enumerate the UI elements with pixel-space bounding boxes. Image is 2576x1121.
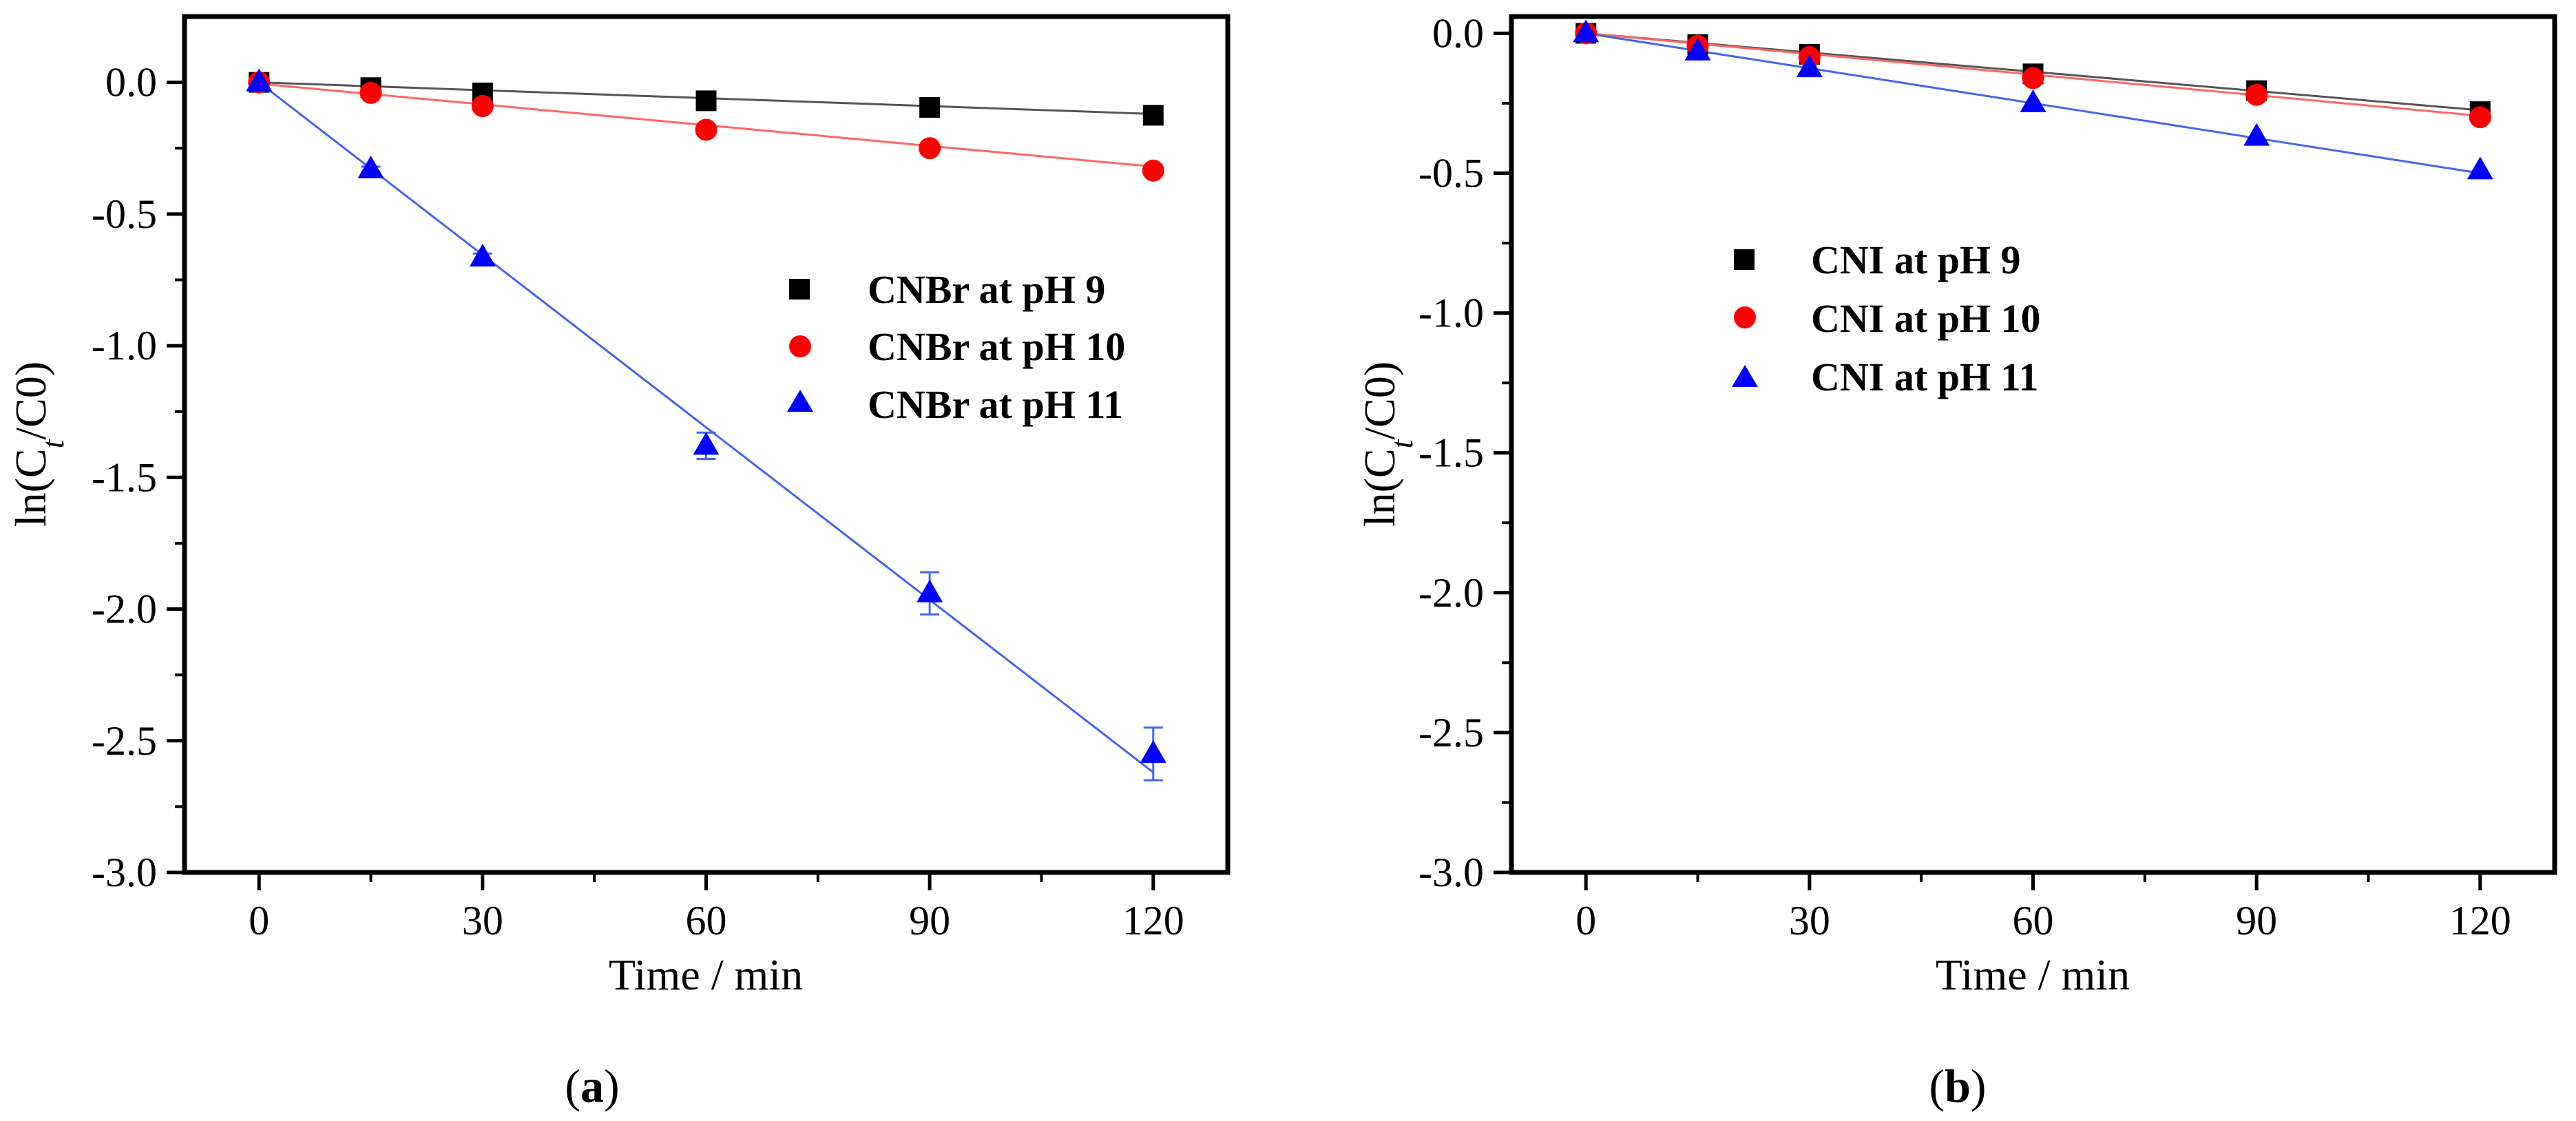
panel-a-point-triangle: [693, 432, 720, 455]
panel-a-y-axis-title-rest: /C0): [6, 362, 55, 440]
panel-a-point-triangle: [357, 155, 384, 178]
panel-b-point-circle: [2022, 67, 2044, 90]
panel-b-y-tick-label: -2.0: [1418, 570, 1484, 616]
panel-a-legend-label-3: CNBr at pH 11: [868, 382, 1123, 427]
panel-a-y-tick-label: -1.0: [92, 323, 157, 368]
panel-a-legend-marker-square: [789, 279, 810, 300]
panel-b-y-axis-title-main: ln(C: [1355, 448, 1404, 527]
panel-a-y-tick-label: -1.5: [92, 454, 157, 500]
panel-b-x-tick-label: 90: [2236, 898, 2277, 943]
panel-a-x-ticks: 0 30 60 90 120: [249, 872, 1184, 943]
panel-a-fit-lines: [258, 81, 1154, 773]
panel-b-point-triangle: [1684, 37, 1711, 61]
panel-a-x-tick-label: 120: [1122, 898, 1184, 943]
panel-b-y-axis-title: ln(Ct/C0): [1355, 362, 1419, 527]
panel-a-x-tick-label: 90: [909, 898, 950, 943]
panel-a-y-axis-title-sub: t: [35, 439, 70, 448]
panel-a-chart: 0 30 60 90 120 0.0 -0.5 -1.0 -1.5 -2.0 -2.5 -3.0 T…: [6, 14, 1231, 1112]
panel-a-point-triangle: [469, 243, 496, 266]
panel-b-y-tick-label: -2.5: [1418, 710, 1484, 755]
panel-b-chart: 0 30 60 90 120 0.0 -0.5 -1.0 -1.5 -2.0 -2.5 -3.0 T…: [1355, 10, 2557, 1112]
panel-b-y-tick-label: -1.5: [1418, 430, 1484, 476]
panel-b-plot-frame: [1509, 14, 2557, 875]
panel-b-y-tick-label: -1.0: [1418, 291, 1484, 336]
panel-a-point-circle: [919, 137, 941, 160]
panel-b-point-triangle: [1796, 54, 1823, 78]
panel-a-legend-marker-triangle: [787, 390, 813, 412]
panel-a-y-ticks: 0.0 -0.5 -1.0 -1.5 -2.0 -2.5 -3.0: [92, 60, 185, 895]
panel-b-x-tick-label: 30: [1789, 898, 1830, 943]
panel-b-point-triangle: [1573, 19, 1600, 43]
panel-a-point-circle: [695, 118, 718, 141]
panel-b-point-circle: [2245, 83, 2268, 106]
panel-a-label: (a): [565, 1060, 619, 1112]
panel-a-y-axis-title-main: ln(C: [6, 448, 55, 527]
panel-a-y-tick-label: -2.5: [92, 718, 157, 764]
panel-b-legend-label-1: CNI at pH 9: [1811, 238, 2021, 282]
panel-b-y-axis-title-sub: t: [1384, 439, 1419, 448]
panel-b-legend-marker-triangle: [1732, 365, 1758, 387]
panel-b-y-ticks: 0.0 -0.5 -1.0 -1.5 -2.0 -2.5 -3.0: [1418, 10, 1511, 895]
panel-b-x-tick-label: 120: [2449, 898, 2511, 943]
panel-b-x-axis-title: Time / min: [1936, 950, 2130, 999]
panel-a-data-points: [246, 68, 1166, 763]
panel-a-x-tick-label: 60: [686, 898, 727, 943]
panel-a-y-tick-label: 0.0: [105, 60, 157, 105]
panel-b-legend-marker-square: [1734, 249, 1755, 270]
panel-a-legend-label-1: CNBr at pH 9: [868, 267, 1105, 312]
panel-a-x-tick-label: 0: [249, 898, 269, 943]
panel-a-y-axis-title: ln(Ct/C0): [6, 362, 70, 527]
panel-b-point-triangle: [2243, 123, 2270, 146]
panel-b-data-points: [1573, 19, 2493, 180]
panel-a-point-circle: [471, 95, 494, 118]
panel-b-legend-marker-circle: [1734, 306, 1756, 328]
panel-a-legend-marker-circle: [789, 335, 811, 357]
panel-b-y-tick-label: -0.5: [1418, 150, 1484, 196]
panel-b-legend-label-2: CNI at pH 10: [1811, 296, 2041, 341]
panel-a-point-triangle: [917, 579, 943, 603]
panel-a-legend-label-2: CNBr at pH 10: [868, 324, 1125, 369]
panel-b-legend-label-3: CNI at pH 11: [1811, 355, 2038, 399]
panel-b-point-triangle: [2020, 89, 2046, 112]
panel-a-fit-line-3: [258, 81, 1154, 773]
panel-b-point-circle: [2469, 106, 2491, 129]
panel-b-point-triangle: [2467, 156, 2493, 180]
panel-b-legend: CNI at pH 9 CNI at pH 10 CNI at pH 11: [1732, 238, 2041, 399]
panel-a-point-square: [919, 96, 941, 118]
panel-a-label-letter: a: [580, 1060, 604, 1112]
panel-a-point-circle: [359, 81, 382, 104]
panel-b-x-tick-label: 0: [1575, 898, 1596, 943]
panel-a-point-triangle: [246, 68, 273, 92]
panel-a-x-tick-label: 30: [462, 898, 503, 943]
panel-a-y-tick-label: -3.0: [92, 850, 157, 895]
panel-a-y-tick-label: -0.5: [92, 191, 157, 237]
panel-b-x-ticks: 0 30 60 90 120: [1575, 872, 2511, 943]
panel-b-label-letter: b: [1945, 1060, 1971, 1112]
panel-a-y-tick-label: -2.0: [92, 587, 157, 632]
panel-b-y-tick-label: 0.0: [1432, 10, 1484, 56]
panel-a-point-square: [1142, 105, 1164, 126]
panel-b-label: (b): [1929, 1060, 1986, 1112]
panel-a-point-square: [695, 90, 717, 112]
panel-a-legend: CNBr at pH 9 CNBr at pH 10 CNBr at pH 11: [787, 267, 1125, 427]
panel-b-x-tick-label: 60: [2013, 898, 2054, 943]
panel-b-y-tick-label: -3.0: [1418, 850, 1484, 895]
panel-a-point-triangle: [1140, 740, 1166, 763]
panel-a-x-axis-title: Time / min: [609, 950, 803, 999]
panel-a-point-circle: [1142, 159, 1164, 182]
panel-b-y-axis-title-rest: /C0): [1355, 362, 1404, 440]
